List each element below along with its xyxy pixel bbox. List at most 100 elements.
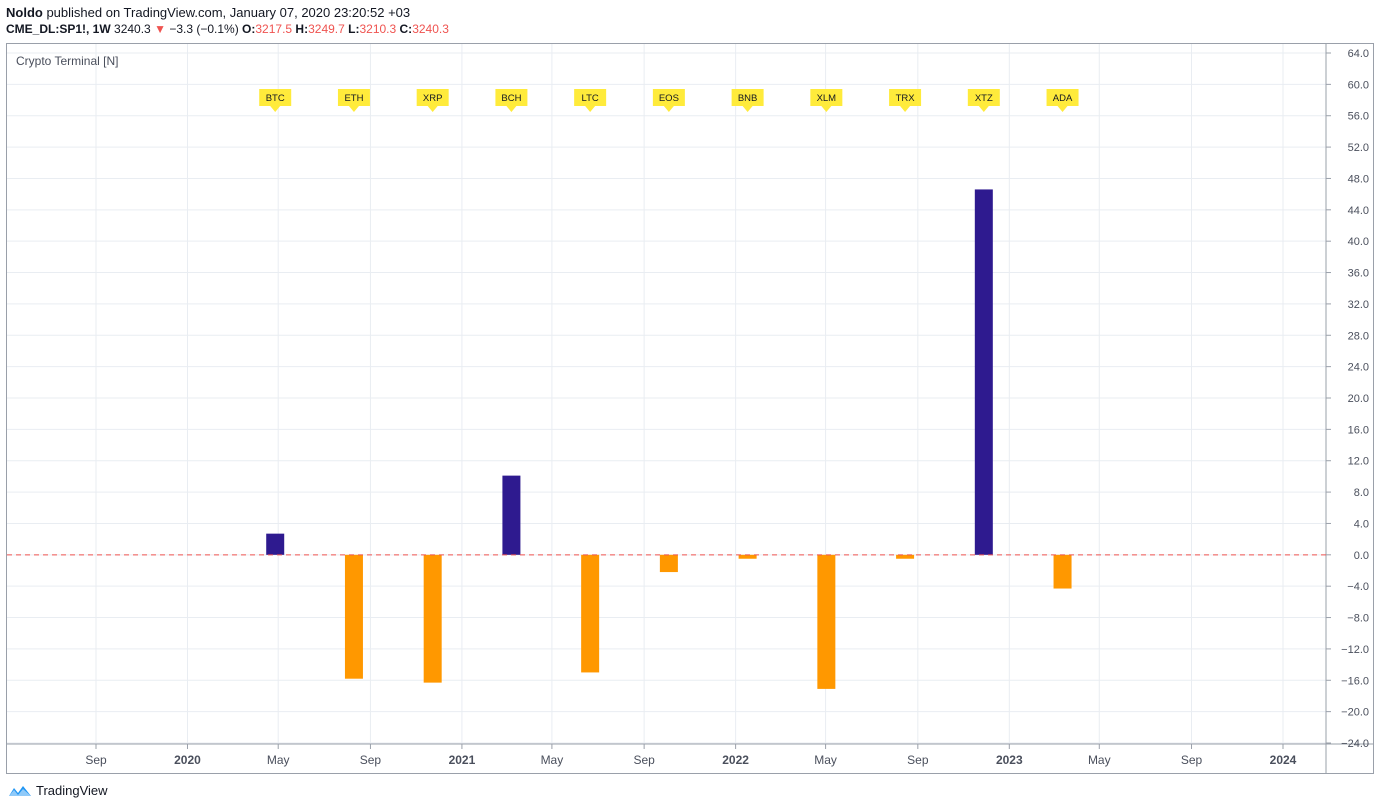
coin-label-xrp[interactable]: XRP bbox=[416, 89, 449, 112]
coin-label-ada[interactable]: ADA bbox=[1046, 89, 1079, 112]
coin-label-text: ETH bbox=[344, 93, 363, 104]
y-tick-label: 12.0 bbox=[1348, 456, 1369, 468]
coin-label-text: XTZ bbox=[975, 93, 993, 104]
coin-label-bch[interactable]: BCH bbox=[495, 89, 528, 112]
coin-label-text: TRX bbox=[896, 93, 916, 104]
bar-trx[interactable] bbox=[896, 554, 915, 559]
footer-brand[interactable]: TradingView bbox=[36, 783, 108, 798]
coin-label-text: EOS bbox=[659, 93, 679, 104]
y-tick-label: 24.0 bbox=[1348, 362, 1369, 374]
label-flag bbox=[259, 89, 292, 112]
y-tick-label: 52.0 bbox=[1348, 142, 1369, 154]
y-tick-label: 36.0 bbox=[1348, 268, 1369, 280]
coin-label-text: XLM bbox=[817, 93, 837, 104]
y-tick-label: −24.0 bbox=[1341, 738, 1369, 750]
label-flag bbox=[889, 89, 922, 112]
y-tick-label: 64.0 bbox=[1348, 48, 1369, 60]
coin-label-text: BNB bbox=[738, 93, 758, 104]
coin-label-eos[interactable]: EOS bbox=[652, 89, 685, 112]
symbol-line: CME_DL:SP1!, 1W 3240.3 ▼ −3.3 (−0.1%) O:… bbox=[6, 21, 449, 38]
symbol-name[interactable]: CME_DL:SP1!, 1W bbox=[6, 22, 111, 36]
coin-label-text: ADA bbox=[1053, 93, 1073, 104]
x-tick-label: 2022 bbox=[722, 753, 749, 767]
coin-label-eth[interactable]: ETH bbox=[337, 89, 370, 112]
bar-bnb[interactable] bbox=[738, 554, 757, 559]
label-flag bbox=[574, 89, 607, 112]
author-name[interactable]: Noldo bbox=[6, 5, 43, 20]
y-tick-label: 48.0 bbox=[1348, 173, 1369, 185]
label-flag bbox=[967, 89, 1000, 112]
close-value: 3240.3 bbox=[412, 22, 449, 36]
x-tick-label: Sep bbox=[360, 753, 382, 767]
publish-line: Noldo published on TradingView.com, Janu… bbox=[6, 4, 449, 21]
y-tick-label: −4.0 bbox=[1347, 581, 1369, 593]
chart-svg[interactable]: BTC ETH XRP BCH LTC EOS BNB XLM TRX XTZ ADA 64.0 60… bbox=[7, 44, 1373, 773]
y-tick-label: 28.0 bbox=[1348, 330, 1369, 342]
bar-ada[interactable] bbox=[1053, 554, 1072, 589]
coin-label-text: BCH bbox=[501, 93, 521, 104]
x-tick-label: 2021 bbox=[449, 753, 476, 767]
x-tick-label: 2024 bbox=[1270, 753, 1297, 767]
bar-eos[interactable] bbox=[659, 554, 678, 573]
high-label: H: bbox=[295, 22, 309, 36]
y-tick-label: 44.0 bbox=[1348, 205, 1369, 217]
price-axis[interactable]: 64.0 60.0 56.0 52.0 48.0 44.0 40.0 36.0 32.0 28.0… bbox=[1326, 48, 1369, 750]
x-tick-label: 2023 bbox=[996, 753, 1023, 767]
label-flag bbox=[416, 89, 449, 112]
x-tick-label: Sep bbox=[907, 753, 929, 767]
bar-btc[interactable] bbox=[266, 533, 285, 555]
coin-label-trx[interactable]: TRX bbox=[889, 89, 922, 112]
x-tick-label: May bbox=[267, 753, 290, 767]
open-label: O: bbox=[242, 22, 256, 36]
coin-label-text: XRP bbox=[423, 93, 443, 104]
y-tick-label: −12.0 bbox=[1341, 644, 1369, 656]
x-tick-label: May bbox=[1088, 753, 1111, 767]
y-tick-label: −16.0 bbox=[1341, 675, 1369, 687]
publish-info: published on TradingView.com, January 07… bbox=[46, 5, 411, 20]
low-value: 3210.3 bbox=[359, 22, 397, 36]
coin-label-btc[interactable]: BTC bbox=[259, 89, 292, 112]
indicator-label[interactable]: Crypto Terminal [N] bbox=[16, 54, 118, 68]
high-value: 3249.7 bbox=[308, 22, 345, 36]
coin-label-text: BTC bbox=[266, 93, 285, 104]
label-flag bbox=[731, 89, 764, 112]
open-value: 3217.5 bbox=[255, 22, 293, 36]
x-tick-label: May bbox=[814, 753, 837, 767]
down-arrow-icon: ▼ bbox=[154, 22, 166, 36]
label-flag bbox=[337, 89, 370, 112]
coin-label-xlm[interactable]: XLM bbox=[810, 89, 843, 112]
chart-header: Noldo published on TradingView.com, Janu… bbox=[6, 4, 449, 38]
y-tick-label: 16.0 bbox=[1348, 424, 1369, 436]
label-flag bbox=[1046, 89, 1079, 112]
coin-label-bnb[interactable]: BNB bbox=[731, 89, 764, 112]
y-tick-label: 32.0 bbox=[1348, 299, 1369, 311]
bar-eth[interactable] bbox=[344, 554, 363, 679]
bars bbox=[266, 189, 1072, 689]
time-axis[interactable]: Sep 2020 May Sep 2021 May Sep 2022 May Sep 2023 May… bbox=[85, 744, 1297, 767]
bar-xtz[interactable] bbox=[974, 189, 993, 555]
label-flag bbox=[810, 89, 843, 112]
bar-ltc[interactable] bbox=[581, 554, 600, 673]
y-tick-label: 40.0 bbox=[1348, 236, 1369, 248]
bar-xrp[interactable] bbox=[423, 554, 442, 683]
coin-label-ltc[interactable]: LTC bbox=[574, 89, 607, 112]
bar-xlm[interactable] bbox=[817, 554, 836, 689]
coin-label-xtz[interactable]: XTZ bbox=[967, 89, 1000, 112]
label-flag bbox=[495, 89, 528, 112]
close-label: C: bbox=[399, 22, 413, 36]
footer: TradingView bbox=[8, 783, 108, 798]
y-tick-label: 8.0 bbox=[1354, 487, 1369, 499]
last-price: 3240.3 bbox=[114, 22, 151, 36]
y-tick-label: 60.0 bbox=[1348, 79, 1369, 91]
low-label: L: bbox=[348, 22, 360, 36]
y-tick-label: 4.0 bbox=[1354, 518, 1369, 530]
x-tick-label: Sep bbox=[1181, 753, 1203, 767]
x-tick-label: May bbox=[541, 753, 564, 767]
x-tick-label: Sep bbox=[633, 753, 655, 767]
bar-bch[interactable] bbox=[502, 475, 521, 555]
coin-label-text: LTC bbox=[582, 93, 599, 104]
grid bbox=[7, 44, 1326, 744]
chart-frame[interactable]: BTC ETH XRP BCH LTC EOS BNB XLM TRX XTZ ADA 64.0 60… bbox=[6, 43, 1374, 774]
y-tick-label: 56.0 bbox=[1348, 111, 1369, 123]
tradingview-logo-icon bbox=[9, 785, 31, 796]
